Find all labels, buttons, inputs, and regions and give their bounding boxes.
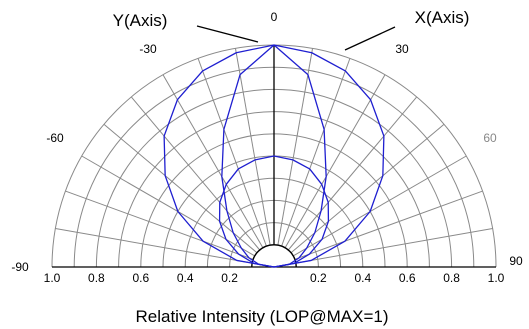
radial-tick-label: 1.0 xyxy=(488,271,505,285)
x-axis-label: Relative Intensity (LOP@MAX=1) xyxy=(136,307,389,326)
angle-tick-label: -90 xyxy=(11,260,29,274)
grid-spoke xyxy=(65,190,254,260)
angle-tick-label: -60 xyxy=(46,131,64,145)
grid-spoke xyxy=(281,58,351,247)
angle-tick-label: 30 xyxy=(395,42,409,56)
reference-curve xyxy=(218,155,330,268)
grid-spoke xyxy=(162,74,264,249)
annotation-label: Y(Axis) xyxy=(113,11,168,30)
grid-spoke xyxy=(197,58,267,247)
grid-spoke xyxy=(277,48,314,246)
radial-tick-label: 0.8 xyxy=(443,271,460,285)
label-layer: 1.0 0.8 0.6 0.4 0.2 0.2 0.4 0.6 0.8 1.0 0 -30 30 -60 6… xyxy=(11,8,523,285)
grid-spoke xyxy=(287,96,418,251)
series-layer xyxy=(163,44,385,268)
radial-tick-label: 0.8 xyxy=(88,271,105,285)
grid-spoke xyxy=(295,227,493,264)
annotation-label: X(Axis) xyxy=(415,8,470,27)
radial-tick-label: 0.4 xyxy=(177,271,194,285)
grid-spoke xyxy=(290,123,445,254)
center-ring xyxy=(251,244,297,268)
grid-spoke xyxy=(130,96,261,251)
annotation-leader xyxy=(196,25,259,43)
grid-spoke xyxy=(294,190,483,260)
series-line xyxy=(221,44,327,268)
radial-tick-label: 0.6 xyxy=(132,271,149,285)
angle-tick-label: 0 xyxy=(271,10,278,24)
grid-spoke xyxy=(55,227,253,264)
radial-tick-label: 0.2 xyxy=(310,271,327,285)
radial-tick-label: 0.4 xyxy=(354,271,371,285)
angle-tick-label: 60 xyxy=(483,131,497,145)
angle-tick-label: -30 xyxy=(139,42,157,56)
annotation-leader xyxy=(344,26,396,51)
radial-tick-label: 0.2 xyxy=(221,271,238,285)
grid-spoke xyxy=(284,74,386,249)
grid-spoke xyxy=(103,123,258,254)
grid xyxy=(51,44,497,268)
radial-tick-label: 1.0 xyxy=(44,271,61,285)
grid-spoke xyxy=(234,48,271,246)
radial-tick-label: 0.6 xyxy=(399,271,416,285)
angle-tick-label: 90 xyxy=(509,254,523,268)
